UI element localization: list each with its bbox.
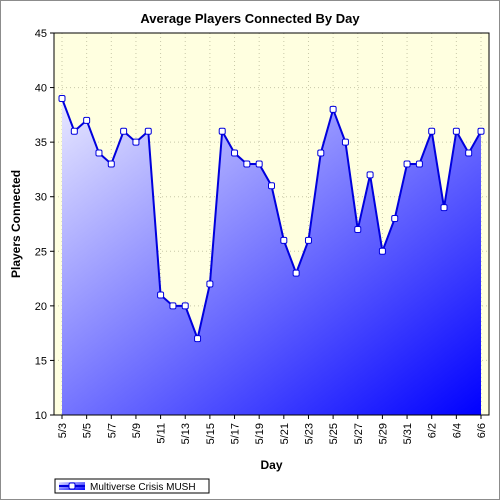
series-area [62,98,481,415]
legend-marker-icon [68,482,76,490]
data-point [194,335,202,343]
x-tick-label: 6/2 [427,423,439,438]
y-tick-label: 45 [35,28,47,40]
x-tick-label: 5/31 [402,423,414,444]
x-tick-label: 5/7 [106,423,118,438]
data-point [341,138,349,146]
data-point [415,160,423,168]
y-axis-title: Players Connected [9,170,23,278]
data-point [206,280,214,288]
data-point [428,127,436,135]
data-point [440,204,448,212]
x-tick-label: 5/23 [303,423,315,444]
data-point [95,149,103,157]
x-tick-label: 5/13 [180,423,192,444]
x-tick-label: 5/21 [279,423,291,444]
y-tick-label: 30 [35,192,47,204]
x-tick-label: 5/27 [353,423,365,444]
x-tick-label: 5/3 [57,423,69,438]
data-point [317,149,325,157]
y-tick-label: 40 [35,83,47,95]
data-point [268,182,275,190]
data-point [465,149,473,157]
data-point [292,269,300,277]
data-point [83,116,91,124]
data-point [218,127,226,135]
data-point [132,138,140,146]
x-tick-label: 6/4 [451,423,463,438]
x-tick-label: 5/5 [82,423,94,438]
data-point [58,94,66,102]
plot-border [53,32,490,416]
x-axis-ticks: 5/3 5/5 5/7 5/9 5/11 5/13 5/15 5/17 5/19 5/21 5/23… [57,415,488,444]
data-point [452,127,460,135]
data-point [304,236,312,244]
data-point [378,247,386,255]
data-point [255,160,263,168]
data-point [366,171,374,179]
data-point [181,302,189,310]
data-point [157,291,165,299]
y-axis-ticks: 10 15 20 25 30 35 40 45 [35,28,54,422]
data-point [403,160,411,168]
data-point [120,127,128,135]
x-axis-title: Day [260,458,282,472]
y-tick-label: 20 [35,301,47,313]
data-point [477,127,485,135]
x-tick-label: 5/29 [377,423,389,444]
legend-box [54,478,210,494]
x-tick-label: 5/9 [131,423,143,438]
data-point [243,160,251,168]
data-point [70,127,78,135]
data-point [169,302,177,310]
x-tick-label: 5/11 [156,423,168,444]
y-tick-label: 15 [35,355,47,367]
data-point [144,127,152,135]
data-point [354,225,362,233]
x-tick-label: 5/15 [205,423,217,444]
data-point [329,105,337,113]
data-point [107,160,115,168]
x-tick-label: 6/6 [476,423,488,438]
data-point [391,215,399,223]
y-tick-label: 35 [35,137,47,149]
data-points [58,94,485,343]
x-tick-label: 5/19 [254,423,266,444]
x-tick-label: 5/25 [328,423,340,444]
data-point [231,149,239,157]
x-tick-label: 5/17 [230,423,242,444]
y-tick-label: 10 [35,410,47,422]
y-tick-label: 25 [35,246,47,258]
chart-title: Average Players Connected By Day [140,11,360,26]
legend: Multiverse Crisis MUSH [54,478,210,494]
data-point [280,236,288,244]
legend-label: Multiverse Crisis MUSH [90,482,196,493]
